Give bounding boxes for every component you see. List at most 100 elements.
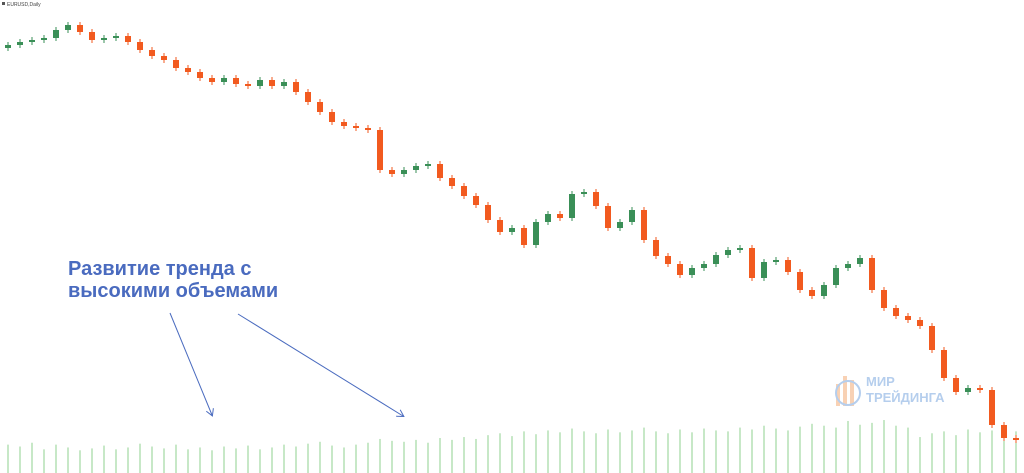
- candle-body: [317, 102, 323, 112]
- candle-body: [389, 170, 395, 174]
- candle-body: [185, 68, 191, 72]
- candle-body: [293, 82, 299, 92]
- candle-body: [353, 126, 359, 128]
- volume-bar: [619, 432, 621, 473]
- volume-bar: [415, 439, 417, 473]
- candle-body: [629, 210, 635, 222]
- candle-body: [437, 164, 443, 178]
- volume-bar: [319, 441, 321, 473]
- candle-body: [209, 78, 215, 82]
- watermark-bar: [843, 376, 847, 406]
- candle-body: [689, 268, 695, 275]
- candle-body: [65, 25, 71, 30]
- volume-bar: [343, 447, 345, 473]
- volume-bar: [859, 424, 861, 473]
- candle-body: [221, 78, 227, 82]
- candle-body: [533, 222, 539, 245]
- candle-body: [53, 30, 59, 38]
- volume-bar: [451, 439, 453, 473]
- volume-bar: [307, 443, 309, 473]
- candle-body: [941, 350, 947, 378]
- volume-bar: [331, 445, 333, 473]
- volume-layer: [7, 420, 1017, 473]
- watermark: МИР ТРЕЙДИНГА: [835, 374, 945, 406]
- volume-bar: [643, 427, 645, 473]
- candle-body: [593, 192, 599, 206]
- volume-bar: [979, 432, 981, 473]
- candle-body: [569, 194, 575, 218]
- candle-body: [845, 264, 851, 268]
- volume-bar: [499, 433, 501, 473]
- volume-bar: [163, 448, 165, 473]
- volume-bar: [139, 443, 141, 473]
- volume-bar: [931, 433, 933, 473]
- candle-body: [269, 80, 275, 86]
- volume-bar: [7, 444, 9, 473]
- volume-bar: [727, 431, 729, 473]
- candle-body: [281, 82, 287, 86]
- candle-body: [761, 262, 767, 278]
- candle-body: [77, 25, 83, 32]
- volume-bar: [739, 427, 741, 473]
- volume-bar: [835, 427, 837, 473]
- volume-bar: [403, 441, 405, 473]
- candle-body: [641, 210, 647, 240]
- candle-body: [233, 78, 239, 84]
- candle-body: [713, 255, 719, 264]
- volume-bar: [679, 429, 681, 473]
- volume-bar: [79, 450, 81, 473]
- candle-body: [521, 228, 527, 245]
- candle-body: [137, 42, 143, 50]
- volume-bar: [199, 447, 201, 473]
- candle-body: [149, 50, 155, 56]
- volume-bar: [787, 430, 789, 473]
- volume-bar: [463, 437, 465, 473]
- volume-bar: [703, 428, 705, 473]
- volume-bar: [379, 438, 381, 473]
- candle-body: [305, 92, 311, 102]
- annotation-arrow: [237, 313, 403, 416]
- volume-bar: [115, 449, 117, 473]
- volume-bar: [439, 437, 441, 473]
- volume-bar: [655, 431, 657, 473]
- volume-bar: [1015, 431, 1017, 473]
- candle-body: [773, 260, 779, 262]
- volume-bar: [55, 444, 57, 473]
- volume-bar: [355, 444, 357, 473]
- volume-bar: [283, 444, 285, 473]
- candle-body: [893, 308, 899, 316]
- volume-bar: [175, 444, 177, 473]
- candle-body: [365, 128, 371, 130]
- volume-bar: [763, 425, 765, 473]
- symbol-icon: [2, 2, 5, 5]
- volume-bar: [43, 449, 45, 473]
- candle-body: [473, 196, 479, 205]
- candle-body: [725, 250, 731, 255]
- candle-body: [581, 192, 587, 194]
- candle-body: [245, 84, 251, 86]
- candle-body: [965, 388, 971, 392]
- annotation-line: Развитие тренда с: [68, 258, 251, 280]
- candle-body: [785, 260, 791, 272]
- volume-bar: [871, 422, 873, 473]
- volume-bar: [211, 450, 213, 473]
- volume-bar: [583, 431, 585, 473]
- candle-body: [929, 326, 935, 350]
- volume-bar: [535, 434, 537, 473]
- volume-bar: [295, 446, 297, 473]
- candle-body: [485, 205, 491, 220]
- annotation-line: высокими объемами: [68, 280, 278, 302]
- volume-bar: [103, 445, 105, 473]
- candle-body: [881, 290, 887, 308]
- candle-body: [29, 40, 35, 42]
- candle-body: [821, 285, 827, 296]
- volume-bar: [895, 425, 897, 473]
- watermark-text: ТРЕЙДИНГА: [866, 390, 945, 405]
- candle-body: [41, 38, 47, 40]
- volume-bar: [595, 433, 597, 473]
- candle-body: [1013, 438, 1019, 440]
- watermark-bar: [836, 384, 840, 406]
- volume-bar: [823, 425, 825, 473]
- volume-bar: [955, 435, 957, 473]
